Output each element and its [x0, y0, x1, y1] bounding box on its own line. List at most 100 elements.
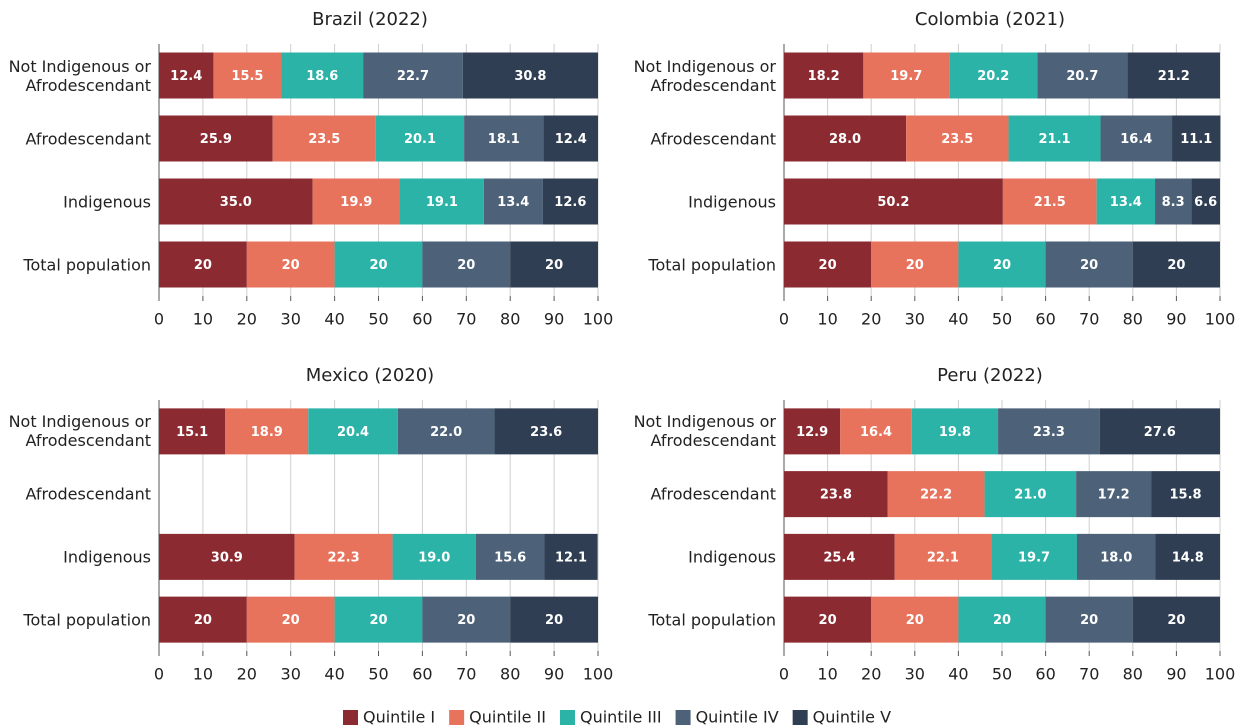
bar-segment	[784, 241, 872, 288]
bar-segment	[1155, 533, 1220, 580]
bar-segment	[494, 408, 598, 455]
bar-segment	[1076, 533, 1156, 580]
bar-segment	[312, 178, 401, 225]
bar-segment	[392, 533, 476, 580]
bar-segment	[1076, 471, 1152, 518]
data-label: 18.0	[1100, 550, 1132, 565]
y-tick-label: Not Indigenous or Afrodescendant	[633, 56, 776, 95]
bar-segment	[871, 596, 959, 643]
data-label: 15.1	[176, 425, 208, 440]
bar-segment	[1132, 596, 1220, 643]
bar-segment	[159, 178, 313, 225]
x-tick-label: 30	[281, 310, 301, 329]
data-label: 19.8	[939, 425, 971, 440]
data-label: 20.4	[337, 425, 369, 440]
data-label: 20	[457, 613, 475, 628]
data-label: 28.0	[829, 132, 861, 147]
data-label: 18.1	[488, 132, 520, 147]
bar-segment	[159, 241, 247, 288]
data-label: 50.2	[877, 195, 909, 210]
data-label: 20	[457, 258, 475, 273]
data-label: 20	[194, 613, 212, 628]
data-label: 12.9	[796, 425, 828, 440]
y-tick-label: Indigenous	[63, 547, 151, 567]
data-label: 15.5	[231, 69, 263, 84]
bar-segment	[784, 596, 872, 643]
y-tick-label: Total population	[23, 255, 151, 274]
bar-segment	[464, 115, 544, 162]
data-label: 27.6	[1144, 425, 1176, 440]
bar-segment	[246, 241, 335, 288]
data-label: 25.9	[200, 132, 232, 147]
data-label: 22.2	[920, 488, 952, 503]
data-label: 23.6	[530, 425, 562, 440]
data-label: 12.1	[555, 550, 587, 565]
data-label: 21.1	[1038, 132, 1070, 147]
x-tick-label: 100	[1205, 310, 1236, 329]
data-label: 23.5	[308, 132, 340, 147]
y-tick-label: Total population	[648, 255, 776, 274]
data-label: 20	[819, 613, 837, 628]
y-tick-label: Indigenous	[688, 547, 776, 567]
legend-swatch	[675, 710, 691, 725]
data-label: 30.8	[514, 69, 546, 84]
bar-segment	[225, 408, 309, 455]
x-tick-label: 50	[992, 665, 1012, 684]
data-label: 17.2	[1098, 488, 1130, 503]
chart-title: Peru (2022)	[937, 365, 1043, 386]
data-label: 19.9	[340, 195, 372, 210]
x-tick-label: 10	[817, 310, 837, 329]
bar-segment	[784, 471, 888, 518]
bar-segment	[483, 178, 543, 225]
bar-segment	[510, 596, 598, 643]
data-label: 20	[993, 613, 1011, 628]
data-label: 12.6	[554, 195, 586, 210]
data-label: 20.2	[977, 69, 1009, 84]
legend-label: Quintile IV	[696, 708, 779, 727]
bar-segment	[1191, 178, 1220, 225]
data-label: 25.4	[823, 550, 855, 565]
data-label: 16.4	[860, 425, 892, 440]
bar-segment	[863, 52, 950, 99]
bar-segment	[1037, 52, 1128, 99]
data-label: 20.7	[1066, 69, 1098, 84]
data-label: 11.1	[1180, 132, 1212, 147]
bar-segment	[1155, 178, 1192, 225]
x-tick-label: 70	[1079, 665, 1099, 684]
x-tick-label: 80	[500, 310, 520, 329]
bar-segment	[159, 408, 226, 455]
bar-segment	[1096, 178, 1156, 225]
x-tick-label: 60	[412, 310, 432, 329]
bar-segment	[400, 178, 484, 225]
bar-segment	[784, 533, 895, 580]
chart-title: Colombia (2021)	[915, 9, 1065, 30]
x-tick-label: 90	[544, 665, 564, 684]
legend-swatch	[560, 710, 575, 725]
data-label: 20	[1167, 258, 1185, 273]
y-tick-label: Total population	[648, 610, 776, 630]
x-tick-label: 0	[779, 310, 789, 329]
legend-label: Quintile II	[469, 708, 546, 727]
bar-segment	[397, 408, 495, 455]
x-tick-label: 10	[817, 665, 837, 684]
bar-segment	[246, 596, 335, 643]
bar-segment	[1172, 115, 1221, 162]
x-tick-label: 0	[779, 665, 789, 684]
bar-segment	[1045, 241, 1133, 288]
data-label: 12.4	[170, 69, 202, 84]
bar-segment	[159, 533, 295, 580]
data-label: 22.0	[430, 425, 462, 440]
bar-segment	[1002, 178, 1097, 225]
data-label: 20	[906, 258, 924, 273]
y-tick-label: Afrodescendant	[650, 129, 776, 148]
chart-title: Mexico (2020)	[306, 365, 434, 386]
bar-segment	[1099, 408, 1220, 455]
bar-segment	[949, 52, 1038, 99]
y-tick-label: Not Indigenous or Afrodescendant	[633, 412, 776, 451]
x-tick-label: 20	[861, 310, 881, 329]
data-label: 35.0	[220, 195, 252, 210]
bar-segment	[906, 115, 1009, 162]
bar-segment	[159, 52, 214, 99]
bar-segment	[1008, 115, 1101, 162]
data-label: 13.4	[497, 195, 529, 210]
